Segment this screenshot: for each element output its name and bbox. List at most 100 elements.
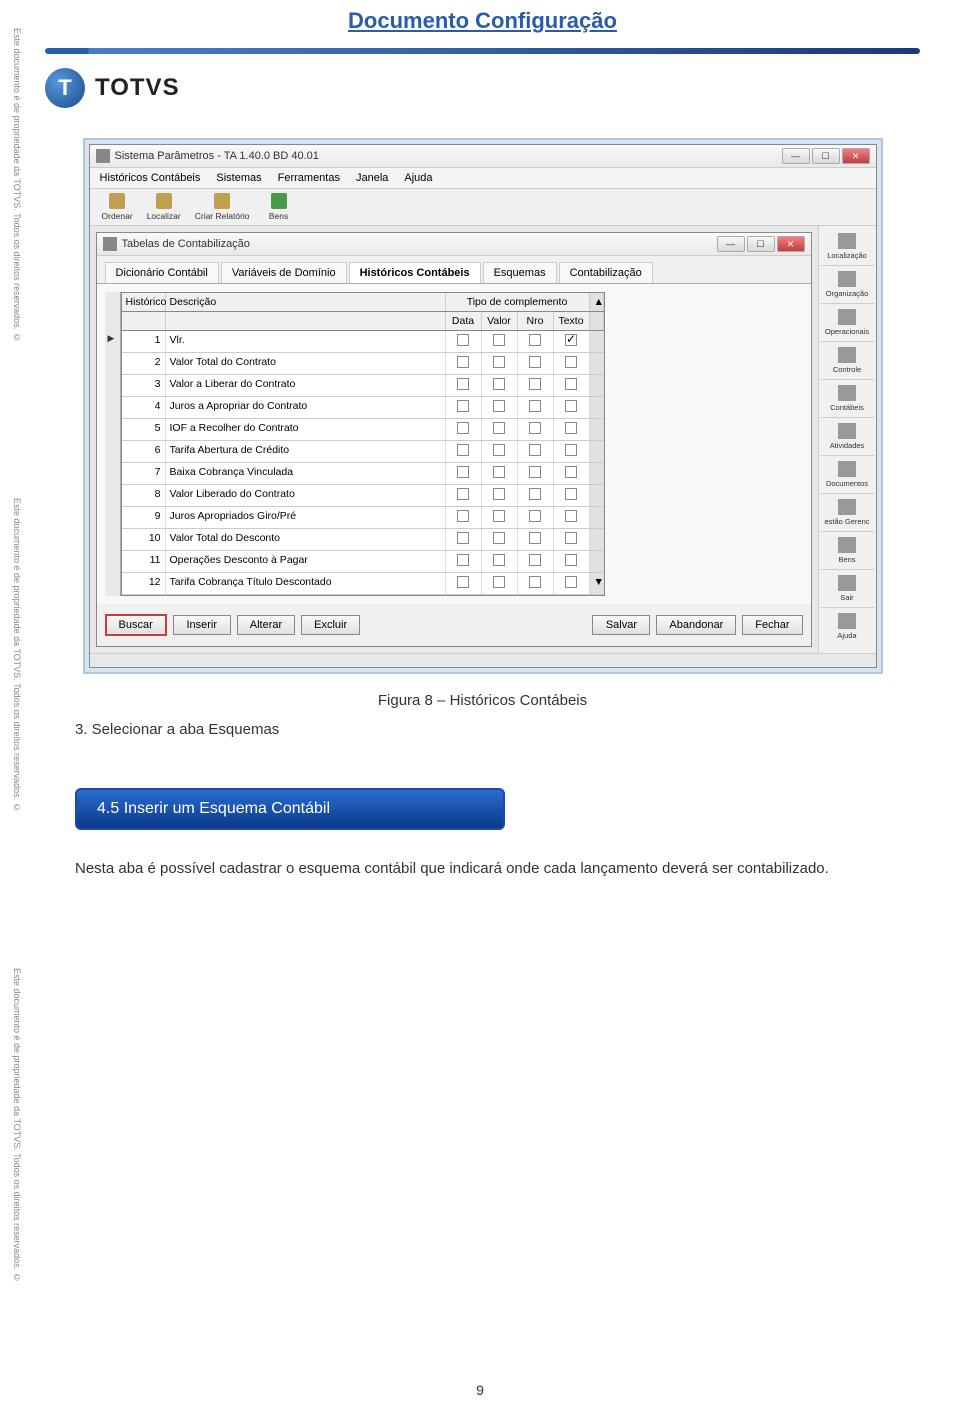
cell-data[interactable]	[446, 331, 482, 352]
table-row[interactable]: 1 Vlr.	[122, 331, 604, 353]
side-panel-item[interactable]: Bens	[821, 534, 874, 567]
table-row[interactable]: 11 Operações Desconto à Pagar	[122, 551, 604, 573]
cell-valor[interactable]	[482, 375, 518, 396]
cell-data[interactable]	[446, 419, 482, 440]
side-panel-item[interactable]: Ajuda	[821, 610, 874, 643]
alterar-button[interactable]: Alterar	[237, 615, 295, 635]
side-panel-item[interactable]: Atividades	[821, 420, 874, 453]
cell-nro[interactable]	[518, 529, 554, 550]
menu-item[interactable]: Históricos Contábeis	[100, 172, 201, 184]
cell-nro[interactable]	[518, 485, 554, 506]
cell-texto[interactable]	[554, 507, 590, 528]
cell-data[interactable]	[446, 507, 482, 528]
cell-texto[interactable]	[554, 353, 590, 374]
table-row[interactable]: 4 Juros a Apropriar do Contrato	[122, 397, 604, 419]
cell-valor[interactable]	[482, 331, 518, 352]
cell-valor[interactable]	[482, 573, 518, 594]
cell-valor[interactable]	[482, 551, 518, 572]
side-panel-item[interactable]: Controle	[821, 344, 874, 377]
table-row[interactable]: 6 Tarifa Abertura de Crédito	[122, 441, 604, 463]
side-panel-item[interactable]: Localização	[821, 230, 874, 263]
cell-nro[interactable]	[518, 375, 554, 396]
tab-dicionario[interactable]: Dicionário Contábil	[105, 262, 219, 283]
scroll-track[interactable]	[590, 353, 604, 374]
toolbar-button[interactable]: Ordenar	[96, 191, 139, 223]
side-panel-item[interactable]: Documentos	[821, 458, 874, 491]
table-row[interactable]: 3 Valor a Liberar do Contrato	[122, 375, 604, 397]
cell-texto[interactable]	[554, 463, 590, 484]
scroll-track[interactable]	[590, 419, 604, 440]
minimize-button[interactable]: —	[717, 236, 745, 252]
cell-data[interactable]	[446, 551, 482, 572]
minimize-button[interactable]: —	[782, 148, 810, 164]
cell-texto[interactable]	[554, 375, 590, 396]
cell-data[interactable]	[446, 441, 482, 462]
scroll-track[interactable]	[590, 463, 604, 484]
scroll-track[interactable]	[590, 441, 604, 462]
tab-historicos[interactable]: Históricos Contábeis	[349, 262, 481, 283]
tab-variaveis[interactable]: Variáveis de Domínio	[221, 262, 347, 283]
cell-texto[interactable]	[554, 485, 590, 506]
table-row[interactable]: 5 IOF a Recolher do Contrato	[122, 419, 604, 441]
table-row[interactable]: 2 Valor Total do Contrato	[122, 353, 604, 375]
scroll-up[interactable]: ▲	[590, 293, 604, 311]
cell-nro[interactable]	[518, 463, 554, 484]
side-panel-item[interactable]: estão Gerenc	[821, 496, 874, 529]
cell-texto[interactable]	[554, 419, 590, 440]
cell-valor[interactable]	[482, 419, 518, 440]
cell-texto[interactable]	[554, 441, 590, 462]
close-button[interactable]: ✕	[777, 236, 805, 252]
menu-item[interactable]: Ajuda	[404, 172, 432, 184]
close-button[interactable]: ✕	[842, 148, 870, 164]
fechar-button[interactable]: Fechar	[742, 615, 802, 635]
table-row[interactable]: 10 Valor Total do Desconto	[122, 529, 604, 551]
table-row[interactable]: 7 Baixa Cobrança Vinculada	[122, 463, 604, 485]
scroll-track[interactable]	[590, 375, 604, 396]
toolbar-button[interactable]: Bens	[258, 191, 300, 223]
cell-valor[interactable]	[482, 529, 518, 550]
cell-valor[interactable]	[482, 441, 518, 462]
cell-nro[interactable]	[518, 551, 554, 572]
scroll-track[interactable]	[590, 507, 604, 528]
cell-data[interactable]	[446, 463, 482, 484]
table-row[interactable]: 8 Valor Liberado do Contrato	[122, 485, 604, 507]
scroll-track[interactable]: ▼	[590, 573, 604, 594]
cell-texto[interactable]	[554, 331, 590, 352]
scroll-track[interactable]	[590, 485, 604, 506]
side-panel-item[interactable]: Operacionais	[821, 306, 874, 339]
side-panel-item[interactable]: Organização	[821, 268, 874, 301]
scroll-track[interactable]	[590, 331, 604, 352]
salvar-button[interactable]: Salvar	[592, 615, 650, 635]
side-panel-item[interactable]: Sair	[821, 572, 874, 605]
cell-valor[interactable]	[482, 485, 518, 506]
buscar-button[interactable]: Buscar	[105, 614, 167, 636]
cell-texto[interactable]	[554, 397, 590, 418]
cell-nro[interactable]	[518, 331, 554, 352]
inserir-button[interactable]: Inserir	[173, 615, 231, 635]
cell-valor[interactable]	[482, 463, 518, 484]
cell-nro[interactable]	[518, 419, 554, 440]
menu-item[interactable]: Janela	[356, 172, 388, 184]
abandonar-button[interactable]: Abandonar	[656, 615, 736, 635]
scroll-track[interactable]	[590, 397, 604, 418]
maximize-button[interactable]: ☐	[747, 236, 775, 252]
cell-data[interactable]	[446, 485, 482, 506]
cell-nro[interactable]	[518, 353, 554, 374]
cell-texto[interactable]	[554, 529, 590, 550]
side-panel-item[interactable]: Contábeis	[821, 382, 874, 415]
cell-valor[interactable]	[482, 397, 518, 418]
toolbar-button[interactable]: Criar Relatório	[189, 191, 256, 223]
cell-valor[interactable]	[482, 507, 518, 528]
scroll-track[interactable]	[590, 551, 604, 572]
maximize-button[interactable]: ☐	[812, 148, 840, 164]
cell-data[interactable]	[446, 573, 482, 594]
cell-texto[interactable]	[554, 551, 590, 572]
table-row[interactable]: 9 Juros Apropriados Giro/Pré	[122, 507, 604, 529]
cell-data[interactable]	[446, 353, 482, 374]
cell-data[interactable]	[446, 375, 482, 396]
table-row[interactable]: 12 Tarifa Cobrança Título Descontado ▼	[122, 573, 604, 595]
menu-item[interactable]: Sistemas	[216, 172, 261, 184]
cell-nro[interactable]	[518, 507, 554, 528]
scroll-track[interactable]	[590, 529, 604, 550]
cell-nro[interactable]	[518, 573, 554, 594]
